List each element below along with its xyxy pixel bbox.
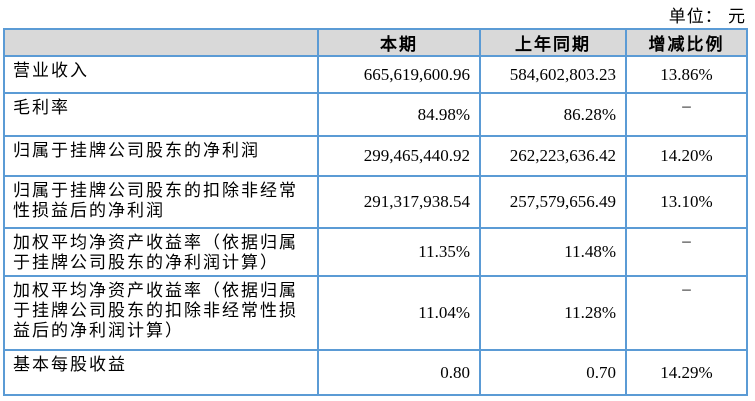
col-header-prior-period: 上年同期	[479, 28, 627, 57]
row-label: 基本每股收益	[3, 349, 319, 396]
col-header-item	[3, 28, 319, 57]
value-prior-period: 11.48%	[479, 227, 627, 277]
col-header-current-period: 本期	[317, 28, 481, 57]
table-header-row: 本期 上年同期 增减比例	[3, 28, 748, 57]
table-row-operating-revenue: 营业收入 665,619,600.96 584,602,803.23 13.86…	[3, 55, 748, 94]
value-prior-period: 584,602,803.23	[479, 55, 627, 94]
value-change-ratio: 13.86%	[625, 55, 748, 94]
value-prior-period: 86.28%	[479, 92, 627, 137]
row-label: 毛利率	[3, 92, 319, 137]
row-label: 营业收入	[3, 55, 319, 94]
row-label: 加权平均净资产收益率（依据归属于挂牌公司股东的净利润计算）	[3, 227, 319, 277]
table-row-weighted-avg-roe-excl-nonrecurring: 加权平均净资产收益率（依据归属于挂牌公司股东的扣除非经常性损益后的净利润计算） …	[3, 275, 748, 351]
value-current-period: 299,465,440.92	[317, 135, 481, 177]
value-prior-period: 262,223,636.42	[479, 135, 627, 177]
value-current-period: 84.98%	[317, 92, 481, 137]
table-row-net-profit-excl-nonrecurring: 归属于挂牌公司股东的扣除非经常性损益后的净利润 291,317,938.54 2…	[3, 175, 748, 229]
row-label: 归属于挂牌公司股东的扣除非经常性损益后的净利润	[3, 175, 319, 229]
value-current-period: 665,619,600.96	[317, 55, 481, 94]
value-current-period: 0.80	[317, 349, 481, 396]
value-change-ratio: –	[625, 227, 748, 277]
value-change-ratio: –	[625, 92, 748, 137]
unit-label: 单位： 元	[668, 7, 746, 26]
table-row-net-profit-attributable: 归属于挂牌公司股东的净利润 299,465,440.92 262,223,636…	[3, 135, 748, 177]
value-change-ratio: 14.20%	[625, 135, 748, 177]
value-change-ratio: 13.10%	[625, 175, 748, 229]
value-prior-period: 257,579,656.49	[479, 175, 627, 229]
value-prior-period: 0.70	[479, 349, 627, 396]
financial-summary-table: 本期 上年同期 增减比例 营业收入 665,619,600.96 584,602…	[3, 28, 748, 396]
table-row-basic-eps: 基本每股收益 0.80 0.70 14.29%	[3, 349, 748, 396]
row-label: 加权平均净资产收益率（依据归属于挂牌公司股东的扣除非经常性损益后的净利润计算）	[3, 275, 319, 351]
col-header-change-ratio: 增减比例	[625, 28, 748, 57]
value-change-ratio: 14.29%	[625, 349, 748, 396]
value-current-period: 291,317,938.54	[317, 175, 481, 229]
table-row-weighted-avg-roe: 加权平均净资产收益率（依据归属于挂牌公司股东的净利润计算） 11.35% 11.…	[3, 227, 748, 277]
table-row-gross-margin: 毛利率 84.98% 86.28% –	[3, 92, 748, 137]
value-current-period: 11.35%	[317, 227, 481, 277]
value-change-ratio: –	[625, 275, 748, 351]
value-current-period: 11.04%	[317, 275, 481, 351]
row-label: 归属于挂牌公司股东的净利润	[3, 135, 319, 177]
value-prior-period: 11.28%	[479, 275, 627, 351]
